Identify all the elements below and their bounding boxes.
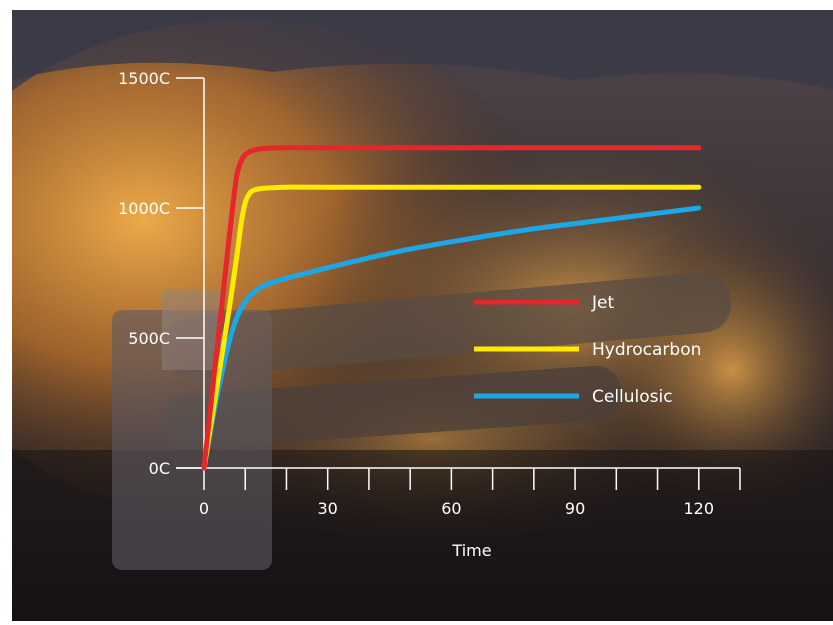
x-tick-label: 60 <box>441 499 461 518</box>
legend: Jet Hydrocarbon Cellulosic <box>474 293 701 407</box>
legend-label-hydrocarbon: Hydrocarbon <box>592 340 701 360</box>
y-tick-label: 0C <box>149 459 170 478</box>
series-lines <box>201 145 702 471</box>
series-line-hydrocarbon <box>201 184 702 471</box>
pipe-assembly-silhouette <box>112 272 732 570</box>
legend-label-cellulosic: Cellulosic <box>592 387 673 407</box>
y-tick-label: 500C <box>128 329 170 348</box>
y-tick-label: 1500C <box>118 69 170 88</box>
x-tick-label: 90 <box>565 499 585 518</box>
fire-curve-chart: 0C 500C 1000C 1500C 0 30 60 90 120 Time Jet Hydr… <box>0 10 833 621</box>
x-tick-label: 30 <box>318 499 338 518</box>
x-tick-label: 120 <box>683 499 714 518</box>
y-axis-ticks: 0C 500C 1000C 1500C <box>118 69 204 478</box>
axes: 0C 500C 1000C 1500C 0 30 60 90 120 Time <box>118 69 741 560</box>
series-line-cellulosic <box>201 205 702 471</box>
series-line-jet <box>201 145 702 471</box>
y-tick-label: 1000C <box>118 199 170 218</box>
legend-label-jet: Jet <box>591 293 614 313</box>
x-axis-title: Time <box>451 541 491 560</box>
x-axis-ticks: 0 30 60 90 120 <box>199 468 741 518</box>
x-tick-label: 0 <box>199 499 209 518</box>
chart-svg: 0C 500C 1000C 1500C 0 30 60 90 120 Time Jet Hydr… <box>0 10 833 621</box>
